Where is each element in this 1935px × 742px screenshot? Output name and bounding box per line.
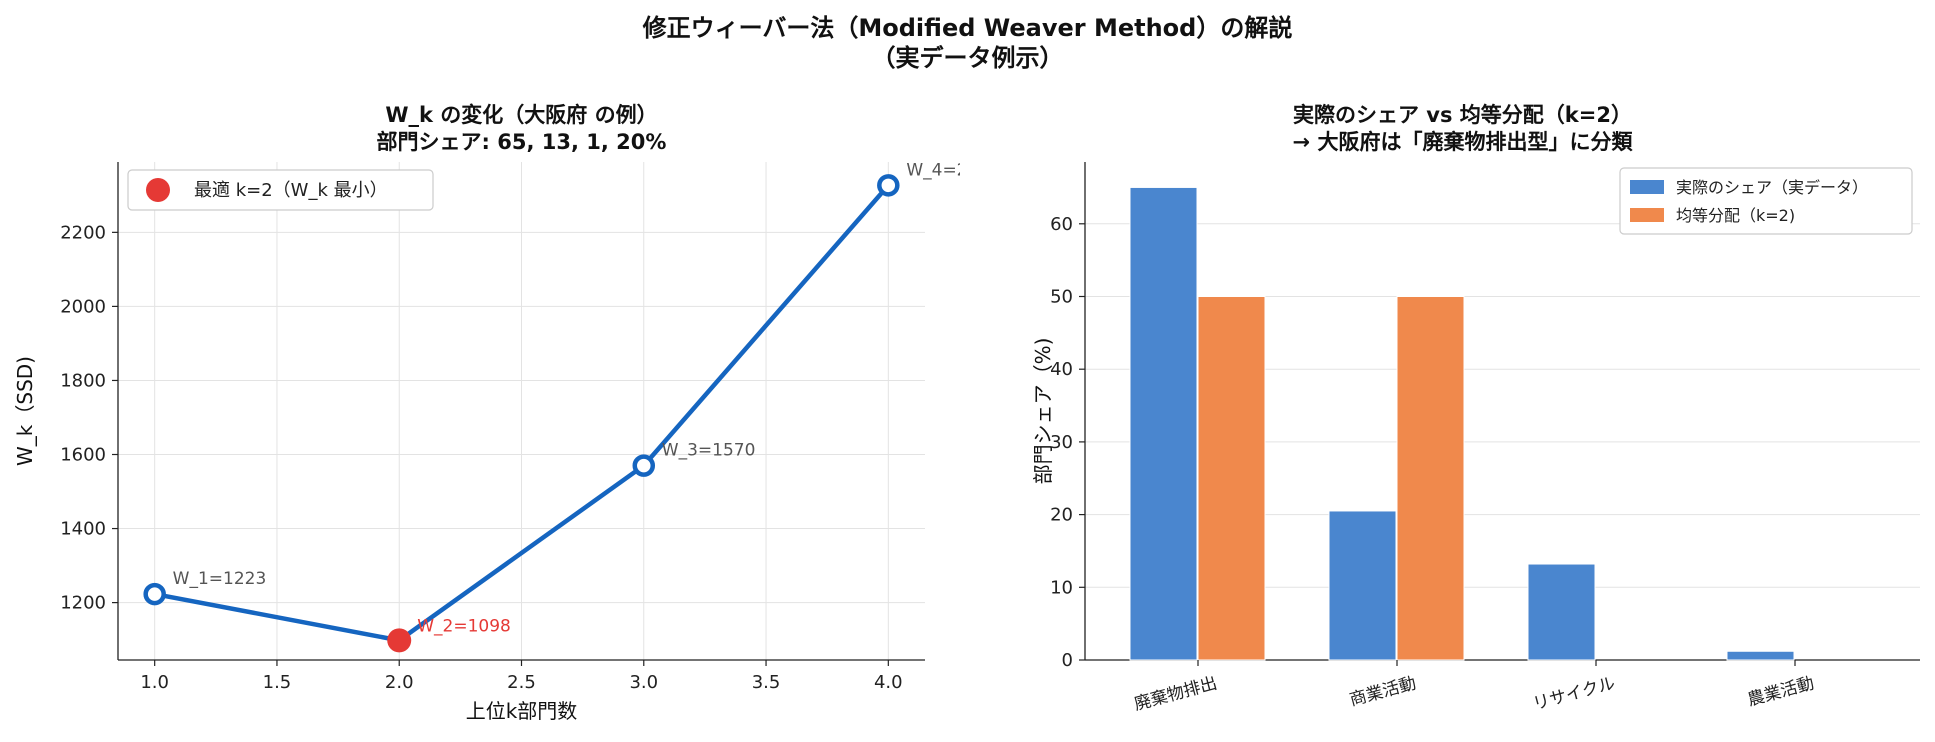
y-tick-label: 10: [1050, 577, 1073, 598]
figure-title-line1: 修正ウィーバー法（Modified Weaver Method）の解説: [642, 14, 1293, 42]
legend-frame: [1619, 167, 1913, 235]
bar-equal: [1396, 295, 1465, 661]
figure-title-line2: （実データ例示）: [871, 44, 1064, 72]
x-tick-label: 3.5: [752, 672, 781, 693]
chart-title-line1: W_k の変化（大阪府 の例）: [385, 103, 657, 127]
legend: 最適 k=2（W_k 最小）: [127, 169, 434, 211]
bar-chart-share: 実際のシェア vs 均等分配（k=2） → 大阪府は「廃棄物排出型」に分類 0 10 2…: [1031, 103, 1920, 715]
legend-swatch-actual: [1630, 180, 1664, 194]
x-tick-label: 1.5: [263, 672, 292, 693]
x-tick-label: 2.5: [507, 672, 536, 693]
chart-title-line1: 実際のシェア vs 均等分配（k=2）: [1293, 103, 1632, 127]
x-tick-label: 廃棄物排出: [1132, 674, 1219, 715]
y-tick-label: 60: [1050, 214, 1073, 235]
bar-actual: [1726, 650, 1795, 661]
point-label: W_4=2327: [906, 160, 960, 180]
bar-actual: [1328, 510, 1397, 661]
y-tick-label: 50: [1050, 286, 1073, 307]
data-point-marker: [632, 454, 656, 477]
optimal-point-marker: [387, 628, 412, 653]
legend-label: 最適 k=2（W_k 最小）: [194, 180, 388, 201]
y-tick-label: 2200: [60, 222, 106, 243]
point-label: W_1=1223: [173, 569, 267, 589]
bar-actual: [1527, 563, 1596, 661]
legend-label: 均等分配（k=2): [1676, 206, 1795, 225]
y-tick-label: 20: [1050, 505, 1073, 526]
data-point-marker: [877, 174, 900, 197]
x-tick-label: リサイクル: [1531, 674, 1617, 715]
y-tick-label: 30: [1050, 432, 1073, 453]
y-axis-label: 部門シェア（%): [1031, 338, 1055, 485]
point-label: W_2=1098: [417, 616, 511, 636]
y-axis-label: W_k（SSD): [13, 356, 37, 466]
series-line-wk: [154, 183, 891, 643]
y-tick-label: 1400: [60, 519, 106, 540]
x-tick-label: 2.0: [385, 672, 414, 693]
x-tick-label: 4.0: [874, 672, 903, 693]
y-tick-label: 1800: [60, 370, 106, 391]
x-tick-label: 農業活動: [1745, 674, 1816, 711]
legend-swatch-equal: [1630, 208, 1664, 222]
y-tick-label: 40: [1050, 359, 1073, 380]
y-tick-label: 1200: [60, 593, 106, 614]
legend-frame: [127, 169, 434, 211]
bar-equal: [1197, 295, 1266, 661]
chart-title-line2: → 大阪府は「廃棄物排出型」に分類: [1293, 130, 1634, 154]
chart-title-line2: 部門シェア: 65, 13, 1, 20%: [377, 130, 667, 154]
x-tick-label: 商業活動: [1347, 674, 1418, 711]
y-tick-label: 1600: [60, 445, 106, 466]
point-label: W_3=1570: [662, 441, 756, 461]
x-axis-label: 上位k部門数: [466, 699, 578, 723]
legend-marker-optimal: [146, 178, 170, 202]
line-chart-wk: W_k の変化（大阪府 の例） 部門シェア: 65, 13, 1, 20% 1.0 1…: [13, 103, 960, 723]
x-tick-label: 1.0: [140, 672, 169, 693]
y-tick-label: 2000: [60, 296, 106, 317]
legend: 実際のシェア（実データ） 均等分配（k=2): [1619, 167, 1913, 235]
bar-actual: [1129, 186, 1198, 661]
legend-label: 実際のシェア（実データ）: [1676, 178, 1868, 197]
y-tick-label: 0: [1062, 650, 1073, 671]
x-tick-label: 3.0: [629, 672, 658, 693]
data-point-marker: [143, 582, 166, 606]
